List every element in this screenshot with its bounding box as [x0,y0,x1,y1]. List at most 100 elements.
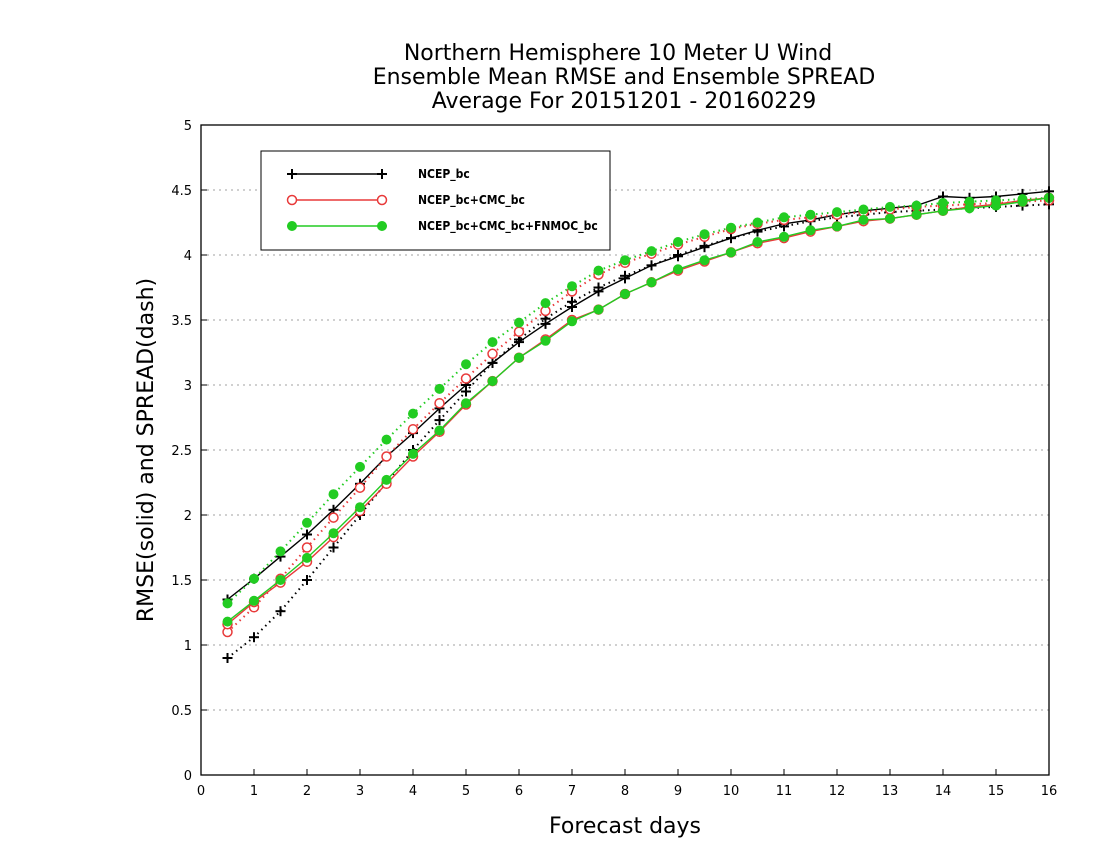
series-1-rmse-line [227,197,1050,625]
series-2-spread-point-2 [275,546,286,557]
series-2-rmse-point-15 [620,289,630,299]
series-2-spread-point-4 [328,489,339,500]
series-1-spread-line [226,199,1050,633]
series-2-spread-point-7 [408,408,418,419]
series-2-spread-point-6 [381,434,392,445]
ticks: 0 1 2 3 4 5 6 7 8 9 10 11 12 13 14 15 1600.511.522.533.5… [171,119,1057,799]
series-1-spread-point-5 [354,482,366,493]
series-0-rmse-point-15 [620,273,630,284]
series-2-spread-point-20 [752,217,763,228]
series-1-spread [222,195,1055,638]
series-2-spread-point-19 [726,222,736,233]
x-tick-label-10: 10 [723,784,740,799]
legend-marker-start-0 [287,169,297,179]
series-2-spread-point-16 [646,246,657,257]
series-0-spread-point-2 [275,606,286,617]
series-layer [222,186,1055,663]
y-tick-label-3: 1.5 [171,574,192,589]
x-tick-label-8: 8 [621,784,629,799]
series-2-spread-point-21 [779,212,789,223]
x-tick-label-14: 14 [935,784,952,799]
series-0-rmse-point-11 [514,337,524,348]
series-2-rmse-point-23 [832,221,842,232]
y-tick-label-10: 5 [184,119,192,134]
series-2-rmse [222,192,1054,627]
series-2-rmse-point-7 [408,448,418,459]
series-2-spread-point-12 [540,298,551,309]
y-tick-label-4: 2 [184,509,192,524]
series-2-spread-point-8 [434,383,445,394]
chart-title-line-3: Average For 20151201 - 20160229 [432,89,817,114]
series-2-rmse-point-28 [964,203,975,214]
y-tick-label-9: 4.5 [171,184,192,199]
series-0-rmse-point-14 [593,286,604,297]
series-2-rmse-point-5 [355,502,365,513]
series-1-spread-point-6 [381,451,392,462]
series-0-rmse-point-19 [726,233,736,244]
series-2-spread-point-18 [699,229,710,240]
series-2-spread-point-15 [620,255,630,266]
series-2-spread-point-24 [858,204,869,215]
series-2-spread-point-25 [885,201,895,212]
series-2-rmse-point-22 [805,225,816,236]
y-tick-label-5: 2.5 [171,444,192,459]
legend-marker-end-0 [377,169,387,179]
series-2-rmse-point-24 [858,214,869,225]
y-axis-title: RMSE(solid) and SPREAD(dash) [134,278,159,622]
legend-entry-1: NCEP_bc+CMC_bc [286,193,525,208]
series-2-spread-point-1 [249,573,259,584]
legend-label-1: NCEP_bc+CMC_bc [418,193,525,208]
series-2-rmse-point-27 [938,205,948,216]
legend-marker-end-1 [376,194,388,206]
series-2-rmse-point-11 [514,352,524,363]
series-2-spread-point-11 [514,317,524,328]
series-2-spread-line [226,196,1050,605]
series-2-spread-point-23 [832,207,842,218]
series-1-spread-point-10 [487,348,498,360]
y-tick-label-0: 0 [184,769,192,784]
x-tick-label-11: 11 [776,784,793,799]
series-2-rmse-point-2 [275,575,286,585]
series-0-rmse-point-3 [302,529,312,540]
series-2-rmse-point-19 [726,247,736,258]
chart-title-line-1: Northern Hemisphere 10 Meter U Wind [404,41,832,66]
series-0-rmse-point-13 [567,302,577,312]
y-tick-label-6: 3 [184,379,192,394]
series-1-spread-point-7 [407,423,419,435]
series-0-spread [222,199,1054,663]
x-tick-label-4: 4 [409,784,417,799]
series-2-rmse-point-3 [302,552,312,563]
series-2-rmse-point-4 [328,528,339,539]
y-tick-label-1: 0.5 [171,704,192,719]
series-2-rmse-point-9 [461,398,471,409]
series-2-rmse-point-30 [1017,196,1028,207]
x-tick-label-1: 1 [250,784,258,799]
x-tick-label-3: 3 [356,784,364,799]
y-tick-label-7: 3.5 [171,314,192,329]
series-2-spread-point-9 [461,359,471,370]
series-2-rmse-line [227,197,1050,623]
series-0-spread-point-8 [434,415,445,426]
series-2-rmse-point-25 [885,213,895,224]
series-2-rmse-point-29 [991,200,1001,211]
y-tick-label-8: 4 [184,249,192,264]
series-0-spread-point-0 [222,653,233,663]
series-1-spread-point-3 [301,542,313,553]
series-2-rmse-point-8 [434,425,445,436]
series-0-spread-point-4 [328,542,339,553]
series-1-spread-point-11 [513,326,525,337]
series-2-spread-point-5 [355,461,365,472]
series-2-rmse-point-6 [381,474,392,485]
y-tick-label-2: 1 [184,639,192,654]
series-1-spread-point-9 [460,373,472,384]
series-2-rmse-point-14 [593,304,604,315]
series-0-spread-point-1 [249,632,259,643]
series-2-rmse-point-26 [911,209,922,220]
series-2-spread-point-22 [805,209,816,220]
series-2-rmse-point-21 [779,231,789,242]
x-tick-label-7: 7 [568,784,576,799]
x-tick-label-9: 9 [674,784,682,799]
series-2-spread-point-13 [567,281,577,292]
series-0-rmse-point-18 [699,242,710,253]
